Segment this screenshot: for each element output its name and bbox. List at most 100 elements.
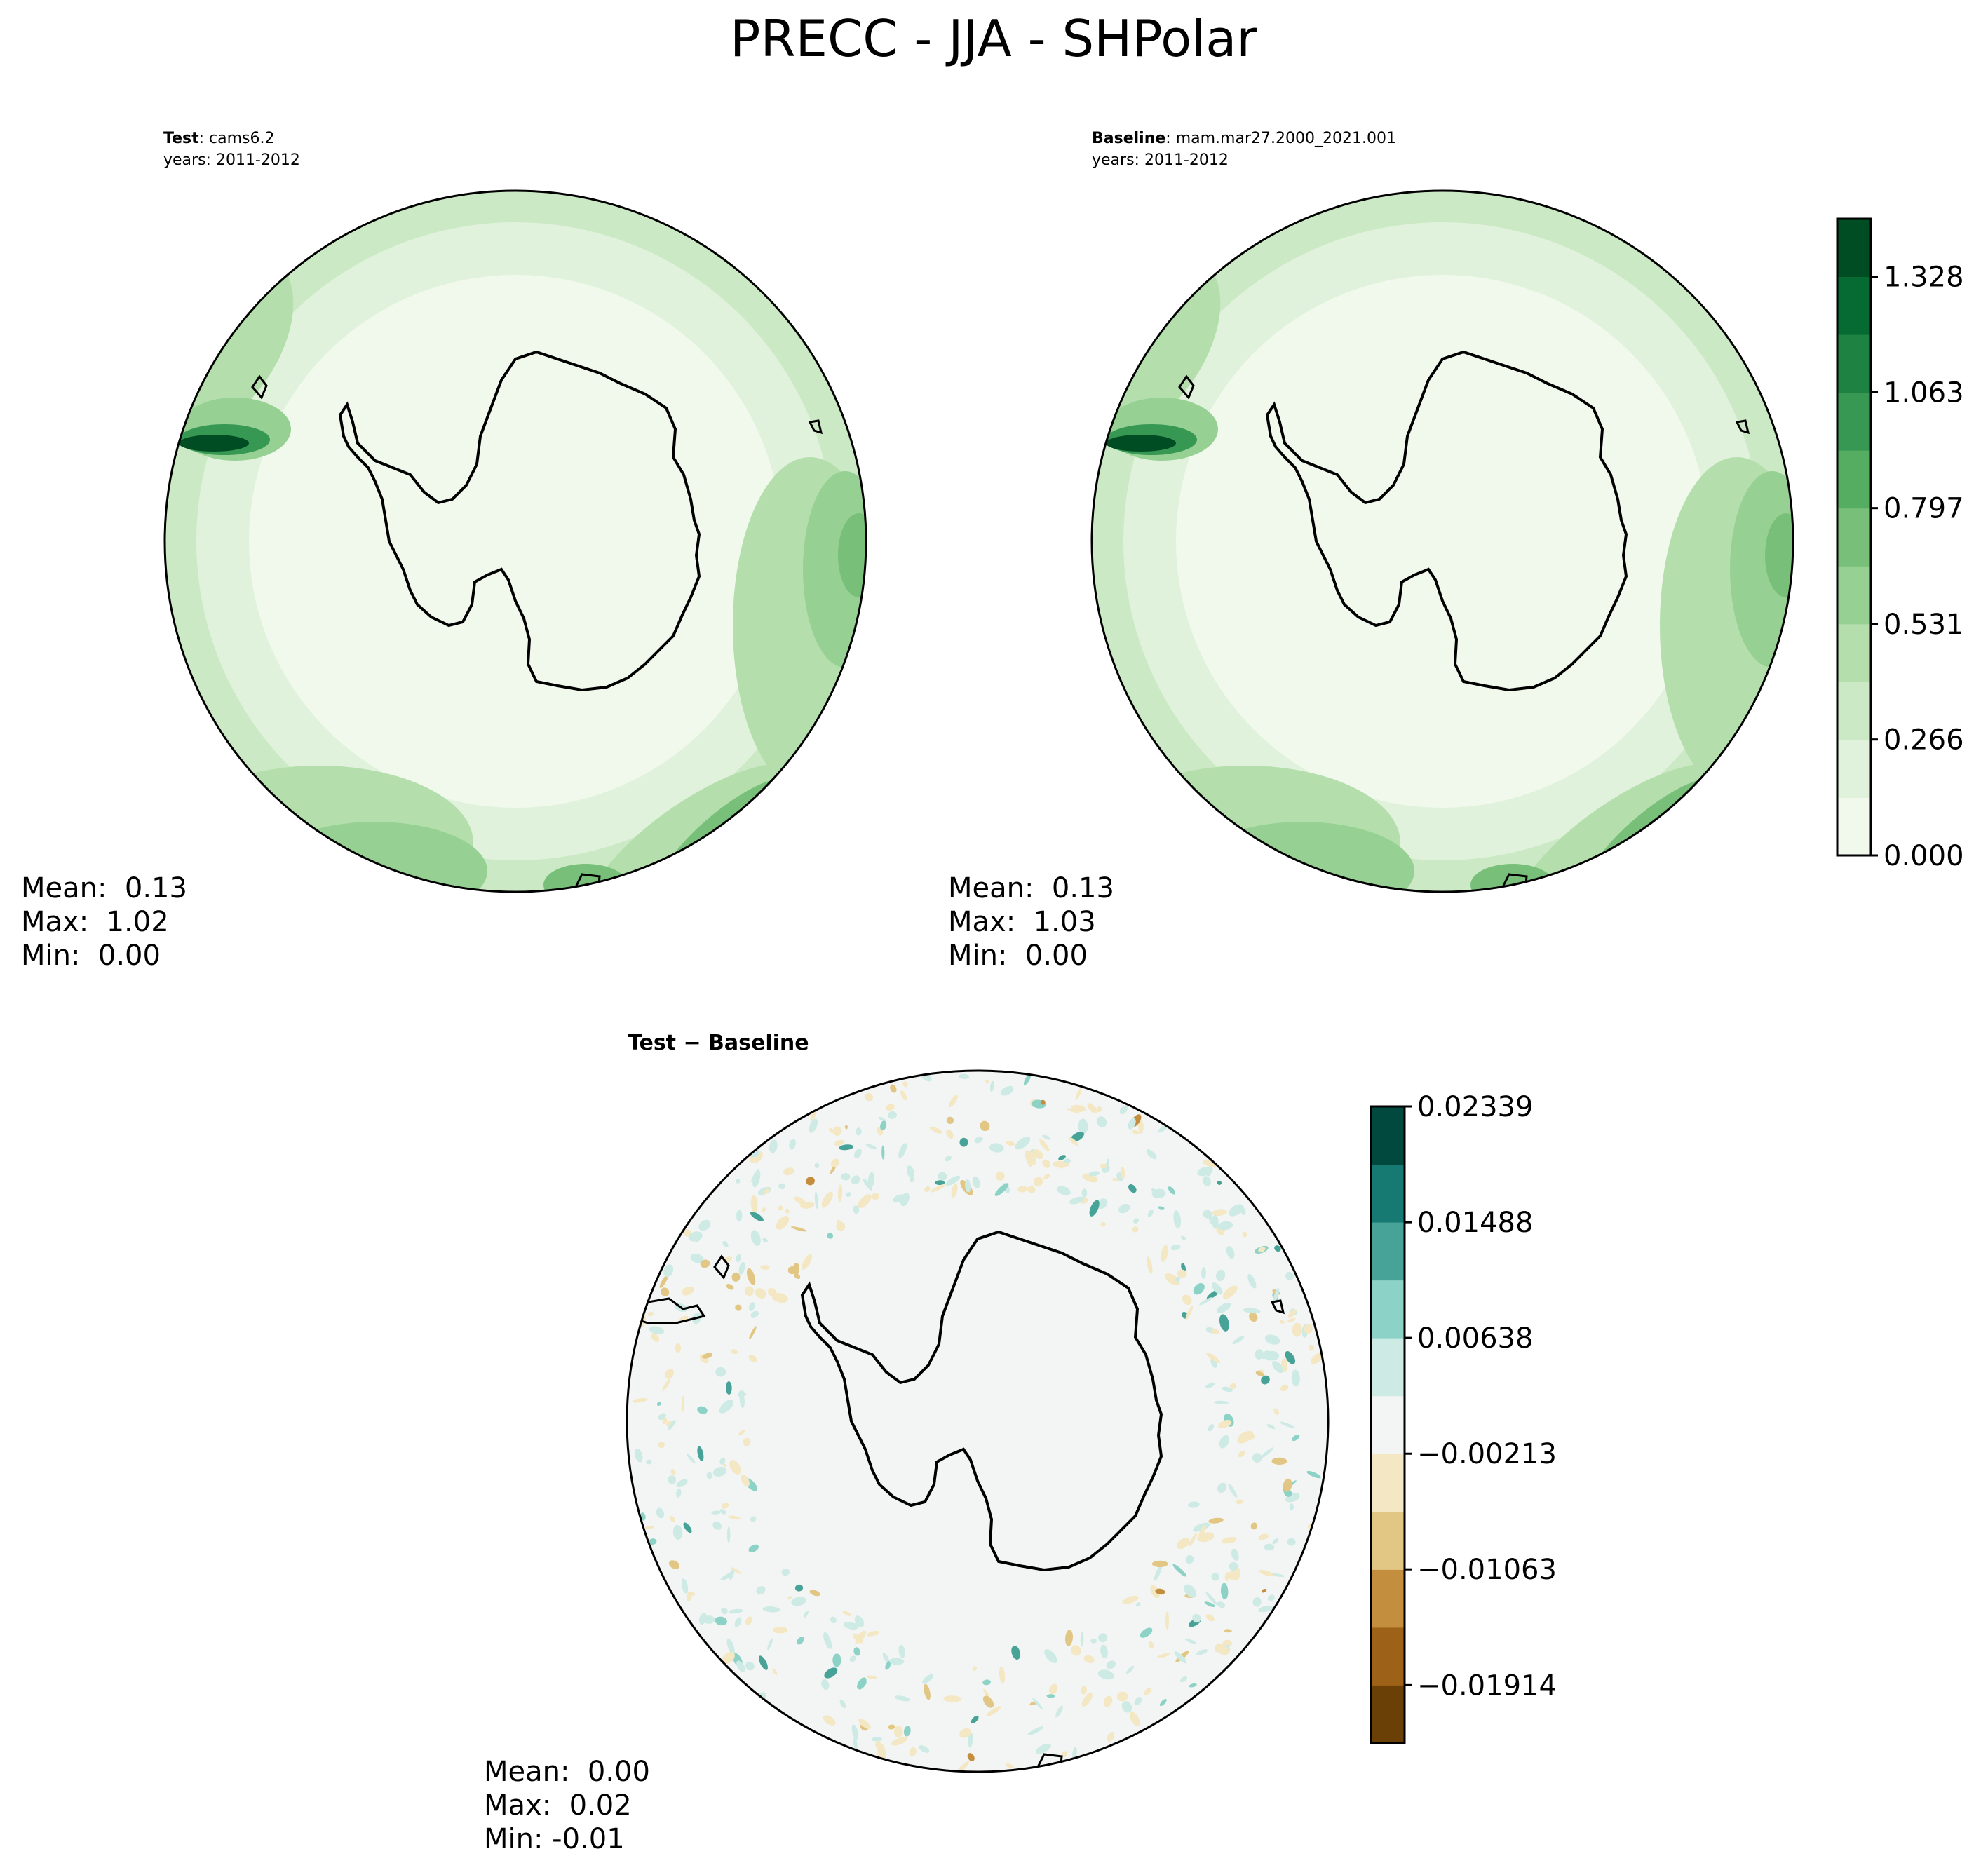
diff-speckle — [776, 1216, 790, 1230]
diff-speckle — [986, 1706, 1001, 1717]
diff-speckle — [1237, 1430, 1254, 1444]
diff-speckle — [971, 1715, 979, 1723]
diff-speckle — [803, 1611, 809, 1618]
diff-speckle — [1081, 1693, 1093, 1707]
diff-speckle — [1280, 1384, 1289, 1392]
diff-speckle — [1272, 1538, 1279, 1545]
diff-speckle — [769, 1139, 778, 1153]
diff-speckle — [1292, 1435, 1300, 1442]
diff-speckle — [697, 1406, 708, 1414]
diff-speckle — [1080, 1632, 1084, 1647]
diff-speckle — [722, 1651, 735, 1664]
cbar-diff-tick-label-1: −0.01063 — [1417, 1554, 1557, 1586]
diff-speckle — [649, 1538, 657, 1545]
diff-speckle — [1058, 1155, 1066, 1160]
test-label-rest: : cams6.2 — [199, 130, 275, 147]
diff-speckle — [745, 1661, 755, 1671]
diff-speckle — [1266, 1424, 1276, 1430]
diff-speckle — [750, 1230, 761, 1246]
diff-speckle — [982, 1679, 991, 1686]
diff-speckle — [1229, 1204, 1244, 1217]
diff-speckle — [898, 1644, 905, 1658]
diff-speckle — [878, 1116, 886, 1122]
diff-speckle — [900, 1090, 907, 1101]
diff-speckle — [791, 1597, 806, 1606]
diff-speckle — [748, 1354, 757, 1362]
diff-speckle — [1180, 1235, 1186, 1240]
diff-speckle — [1069, 1196, 1085, 1205]
diff-speckle — [698, 1613, 707, 1625]
colorbar-diff: −0.01914 −0.01063 −0.00213 0.00638 0.01488 0.… — [1370, 1091, 1557, 1744]
diff-speckle — [1280, 1421, 1295, 1428]
diff-speckle — [809, 1118, 818, 1133]
diff-speckle — [1134, 1697, 1142, 1706]
cbar-diff-frame — [1370, 1105, 1406, 1744]
diff-speckle — [1229, 1383, 1237, 1390]
diff-speckle — [1100, 1644, 1108, 1658]
diff-speckle — [1125, 1665, 1135, 1674]
diff-speckle — [792, 1263, 800, 1275]
diff-speckle — [752, 1170, 761, 1188]
test-panel: Test: cams6.2 years: 2011-2012 — [21, 130, 867, 972]
diff-speckle — [830, 1158, 840, 1167]
diff-speckle — [1032, 1698, 1043, 1709]
diff-speckle — [750, 1516, 757, 1522]
diff-speckle — [663, 1264, 674, 1278]
diff-speckle — [1120, 1166, 1125, 1179]
diff-speckle — [711, 1510, 721, 1515]
diff-speckle — [679, 1315, 689, 1322]
diff-speckle — [668, 1560, 680, 1569]
cbar-top-tick-label-3: 0.797 — [1884, 493, 1964, 525]
diff-speckle — [1199, 1297, 1212, 1306]
diff-speckle — [1205, 1383, 1215, 1388]
diff-speckle — [1099, 1163, 1107, 1169]
diff-speckle — [799, 1201, 815, 1209]
diff-speckle — [668, 1419, 676, 1431]
diff-speckle — [1242, 1231, 1247, 1238]
diff-speckle — [1222, 1639, 1232, 1648]
diff-speckle — [980, 1120, 990, 1132]
diff-speckle — [681, 1395, 685, 1413]
test-panel-label: Test: cams6.2 — [163, 130, 275, 147]
diff-speckle — [832, 1653, 841, 1667]
diff-speckle — [1173, 1210, 1182, 1229]
diff-speckle — [1279, 1320, 1285, 1324]
diff-speckle — [919, 1745, 930, 1753]
diff-speckle — [1185, 1554, 1194, 1564]
diff-speckle — [1000, 1085, 1014, 1096]
diff-speckle — [675, 1343, 682, 1353]
diff-speckle — [1132, 1226, 1139, 1233]
diff-speckle — [1103, 1695, 1113, 1707]
diff-speckle — [665, 1369, 674, 1379]
cbar-diff-segment-8 — [1371, 1222, 1405, 1281]
diff-speckle — [989, 1080, 994, 1092]
diff-speckle — [1249, 1312, 1258, 1322]
diff-speckle — [854, 1149, 862, 1158]
diff-speckle — [1222, 1285, 1238, 1299]
diff-speckle — [1271, 1457, 1287, 1465]
diff-speckle — [1211, 1573, 1219, 1581]
diff-speckle — [1146, 1149, 1157, 1160]
diff-speckle — [1231, 1548, 1239, 1561]
diff-stat-mean: Mean: 0.00 — [484, 1756, 650, 1788]
diff-speckle — [1224, 1629, 1232, 1633]
diff-speckle — [1220, 1583, 1229, 1600]
diff-speckle — [1144, 1687, 1152, 1695]
diff-speckle — [1285, 1271, 1294, 1280]
diff-speckle — [634, 1449, 643, 1463]
diff-speckle — [922, 1674, 934, 1684]
diff-speckle — [687, 1592, 692, 1601]
diff-speckle — [1039, 1139, 1050, 1152]
diff-speckle — [1083, 1655, 1095, 1663]
diff-speckle — [898, 1143, 907, 1158]
cbar-top-segment-7 — [1837, 392, 1871, 451]
diff-speckle — [659, 1274, 669, 1289]
diff-speckle — [756, 1586, 766, 1595]
diff-speckle — [738, 1390, 745, 1398]
diff-speckle — [787, 1596, 792, 1600]
diff-speckle — [1075, 1088, 1082, 1100]
cbar-top-tick-label-4: 1.063 — [1884, 377, 1964, 409]
diff-speckle — [1258, 1247, 1266, 1253]
diff-speckle — [744, 1286, 754, 1296]
